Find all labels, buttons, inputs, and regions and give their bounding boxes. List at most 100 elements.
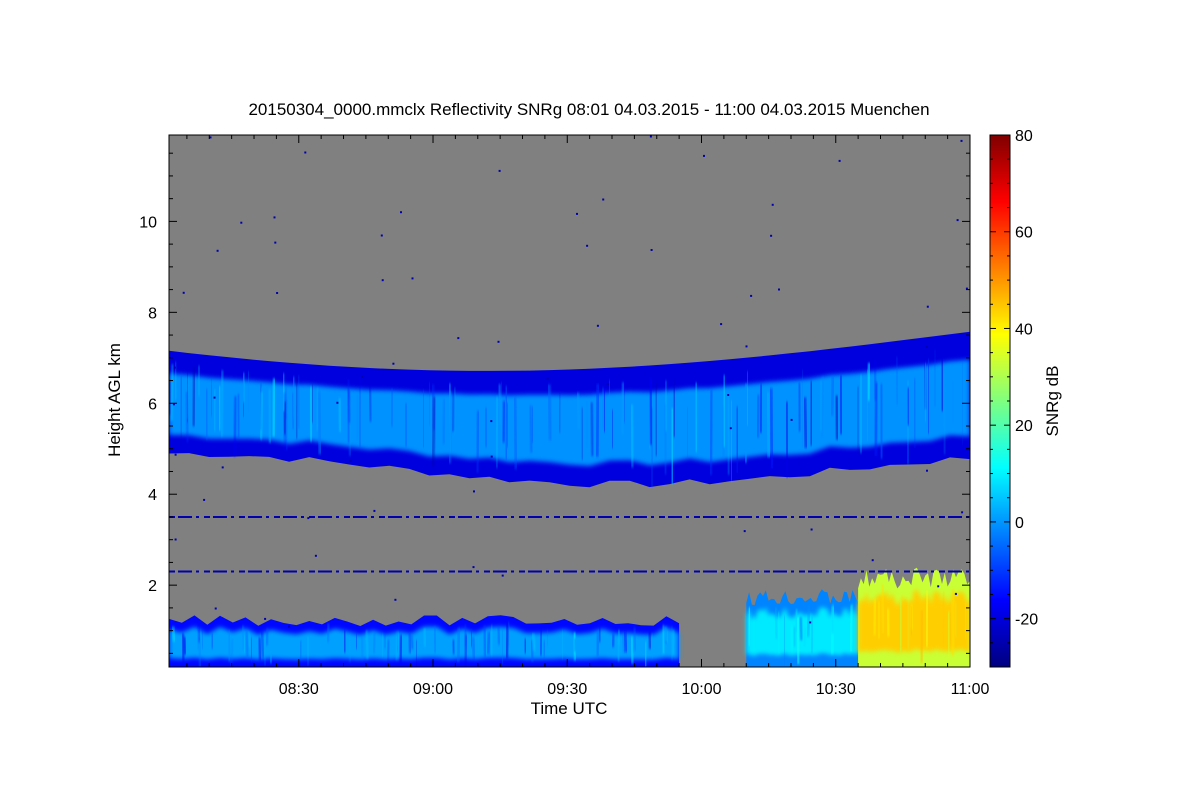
echo-streak (531, 633, 537, 652)
noise-dot (809, 621, 812, 624)
echo-streak (672, 379, 676, 437)
noise-dot (373, 509, 376, 512)
echo-streak (956, 374, 960, 422)
echo-core (858, 589, 970, 653)
noise-dot (810, 528, 813, 531)
echo-streak (834, 395, 840, 440)
echo-streak (647, 631, 652, 650)
y-tick-label: 10 (139, 214, 157, 231)
radar-echo-layer (169, 135, 970, 667)
noise-dot (745, 345, 748, 348)
echo-streak (907, 594, 910, 650)
noise-dot (314, 554, 317, 557)
echo-streak (777, 611, 781, 654)
echo-streak (895, 356, 899, 405)
noise-dot (743, 530, 746, 533)
noise-dot (472, 566, 475, 569)
colorbar-tick-label: 80 (1015, 128, 1033, 145)
echo-streak (595, 384, 601, 457)
colorbar-axis: -20 0 20 40 60 80 (990, 128, 1038, 668)
echo-streak (602, 387, 607, 433)
echo-streak (759, 384, 764, 433)
echo-streak (590, 402, 594, 457)
noise-dot (392, 362, 395, 365)
echo-streak (809, 615, 815, 655)
colorbar-tick-label: 40 (1015, 321, 1033, 338)
noise-dot (838, 159, 841, 162)
noise-dot (926, 305, 929, 308)
echo-streak (299, 640, 303, 661)
noise-speckle (172, 135, 968, 628)
echo-streak (663, 626, 668, 643)
echo-streak (267, 388, 272, 443)
echo-streak (358, 377, 362, 447)
echo-streak (191, 366, 196, 427)
noise-dot (649, 135, 652, 138)
echo-streak (558, 392, 561, 433)
echo-streak (497, 625, 501, 645)
echo-streak (233, 396, 237, 457)
echo-streak (291, 376, 296, 419)
echo-streak (218, 386, 222, 431)
echo-streak (227, 630, 232, 662)
echo-streak (620, 382, 625, 435)
noise-dot (273, 216, 276, 219)
echo-streak (743, 383, 749, 463)
echo-streak (433, 626, 437, 653)
echo-streak (309, 386, 313, 442)
echo-streak (672, 629, 675, 656)
noise-dot (497, 340, 500, 343)
echo-streak (755, 394, 761, 438)
echo-streak (950, 589, 956, 656)
echo-streak (661, 624, 666, 654)
x-axis: 08:30 09:00 09:30 10:00 10:30 11:00 (186, 135, 990, 698)
echo-streak (939, 356, 945, 412)
echo-streak (186, 377, 190, 419)
noise-dot (720, 323, 723, 326)
noise-dot (221, 466, 224, 469)
echo-streak (943, 371, 946, 455)
echo-streak (230, 639, 234, 666)
echo-streak (451, 388, 455, 432)
echo-streak (872, 599, 877, 636)
x-axis-label: Time UTC (531, 699, 608, 718)
echo-streak (317, 391, 323, 455)
echo-streak (364, 630, 370, 659)
noise-dot (490, 420, 493, 423)
noise-dot (490, 455, 493, 458)
noise-dot (750, 294, 753, 297)
radar-feature (169, 615, 680, 667)
echo-streak (422, 628, 428, 647)
echo-streak (885, 608, 892, 637)
echo-streak (874, 382, 879, 457)
echo-streak (297, 375, 300, 429)
echo-streak (747, 607, 751, 647)
noise-dot (596, 324, 599, 327)
echo-streak (735, 406, 739, 474)
echo-streak (765, 392, 772, 458)
noise-dot (213, 396, 216, 399)
colorbar-tick-label: 60 (1015, 225, 1033, 242)
colorbar-label: SNRg dB (1043, 366, 1062, 437)
noise-dot (394, 598, 397, 601)
noise-dot (937, 585, 940, 588)
echo-streak (906, 387, 911, 426)
echo-streak (387, 639, 390, 667)
echo-streak (249, 637, 253, 662)
echo-streak (241, 625, 245, 651)
echo-streak (528, 405, 533, 453)
noise-dot (304, 151, 307, 154)
noise-dot (727, 394, 730, 396)
noise-dot (203, 498, 206, 501)
echo-streak (326, 623, 331, 643)
echo-streak (785, 401, 790, 478)
echo-streak (539, 629, 543, 656)
echo-streak (170, 364, 174, 422)
echo-streak (495, 396, 498, 469)
echo-streak (456, 627, 461, 662)
noise-dot (174, 453, 177, 456)
noise-dot (172, 403, 175, 406)
noise-dot (961, 511, 964, 514)
noise-dot (729, 427, 732, 430)
